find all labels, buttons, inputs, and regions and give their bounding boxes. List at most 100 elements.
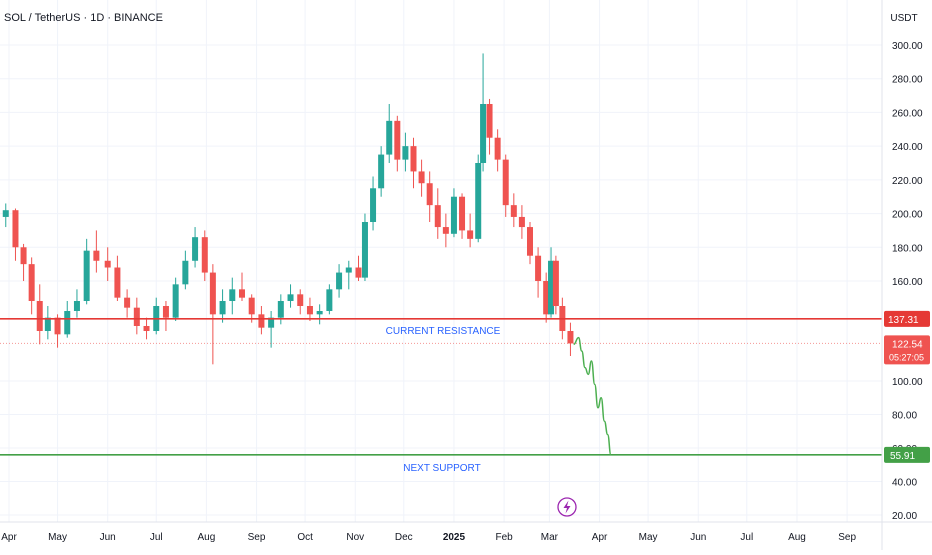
candle-body bbox=[535, 255, 542, 281]
price-tick-label: 200.00 bbox=[892, 210, 923, 221]
price-tick-label: 240.00 bbox=[892, 142, 923, 153]
candle-body bbox=[172, 284, 179, 318]
time-tick-label: Sep bbox=[248, 532, 266, 543]
candle-body bbox=[268, 317, 275, 328]
candle-body bbox=[114, 267, 121, 298]
candle-body bbox=[345, 267, 352, 273]
resistance-badge-label: 137.31 bbox=[888, 315, 919, 326]
time-axis[interactable]: Apr May Jun Jul Aug Sep Oct Nov Dec 2025 Feb Mar Apr… bbox=[0, 521, 932, 543]
candle-body bbox=[326, 289, 333, 311]
price-tick-label: 280.00 bbox=[892, 75, 923, 86]
candle-body bbox=[219, 301, 226, 315]
resistance-badge: 137.31 bbox=[884, 310, 930, 327]
time-tick-label: Aug bbox=[197, 532, 215, 543]
price-tick-label: 80.00 bbox=[892, 411, 917, 422]
candle-body bbox=[258, 314, 265, 328]
candle-body bbox=[386, 120, 393, 155]
candle-body bbox=[494, 137, 501, 160]
candle-body bbox=[518, 216, 525, 228]
time-tick-label: Jul bbox=[740, 532, 753, 543]
candle-body bbox=[442, 227, 449, 234]
candle-body bbox=[418, 171, 425, 184]
time-tick-label: Jun bbox=[690, 532, 706, 543]
time-tick-labels: Apr May Jun Jul Aug Sep Oct Nov Dec 2025 Feb Mar Apr… bbox=[1, 532, 856, 543]
price-tick-label: 300.00 bbox=[892, 41, 923, 52]
candle-body bbox=[54, 317, 61, 335]
time-tick-label: Feb bbox=[495, 532, 513, 543]
time-tick-label: Apr bbox=[1, 532, 17, 543]
candle-body bbox=[287, 294, 294, 301]
price-tick-label: 180.00 bbox=[892, 243, 923, 254]
candle-body bbox=[248, 297, 255, 315]
candle-body bbox=[502, 159, 509, 206]
currency-label: USDT bbox=[890, 13, 917, 24]
candle-body bbox=[394, 120, 401, 160]
time-tick-label: Dec bbox=[395, 532, 413, 543]
candle-body bbox=[486, 104, 493, 138]
candle-body bbox=[12, 210, 19, 248]
projection-path bbox=[573, 336, 612, 456]
candle-body bbox=[238, 289, 245, 298]
price-tick-label: 40.00 bbox=[892, 478, 917, 489]
candle-body bbox=[526, 227, 533, 256]
level-annotations: CURRENT RESISTANCE NEXT SUPPORT bbox=[386, 326, 501, 474]
current-price-badge-bg bbox=[884, 335, 930, 365]
support-badge: 55.91 bbox=[884, 446, 930, 463]
resistance-annotation: CURRENT RESISTANCE bbox=[386, 326, 501, 337]
candle-body bbox=[229, 289, 236, 301]
time-tick-label: Oct bbox=[297, 532, 313, 543]
lightning-icon-bolt bbox=[563, 500, 571, 514]
candle-body bbox=[316, 311, 323, 315]
candle-body bbox=[378, 154, 385, 189]
lightning-icon[interactable] bbox=[557, 497, 577, 517]
support-badge-bg bbox=[884, 446, 930, 463]
time-tick-label: May bbox=[639, 532, 658, 543]
time-tick-label: May bbox=[48, 532, 67, 543]
price-tick-label: 260.00 bbox=[892, 108, 923, 119]
price-axis[interactable]: USDT 300.00 280.00 260.00 240.00 220.00 200.0… bbox=[881, 0, 930, 550]
candle-body bbox=[361, 222, 368, 278]
candle-body bbox=[355, 267, 362, 278]
candle-body bbox=[480, 104, 487, 163]
time-tick-label: Sep bbox=[838, 532, 856, 543]
candle-body bbox=[73, 301, 80, 311]
candle-body bbox=[143, 326, 150, 331]
symbol-title[interactable]: SOL / TetherUS · 1D · BINANCE bbox=[4, 12, 163, 24]
candle-body bbox=[306, 306, 313, 315]
support-badge-label: 55.91 bbox=[890, 451, 915, 462]
candle-body bbox=[277, 301, 284, 318]
candlestick-series bbox=[2, 53, 574, 365]
candle-body bbox=[201, 237, 208, 273]
price-tick-label: 220.00 bbox=[892, 176, 923, 187]
candle-body bbox=[192, 237, 199, 261]
candle-body bbox=[459, 196, 466, 231]
candle-body bbox=[297, 294, 304, 306]
candle-body bbox=[336, 272, 343, 290]
price-tick-label: 20.00 bbox=[892, 511, 917, 522]
candle-body bbox=[36, 301, 43, 331]
candle-body bbox=[552, 260, 559, 306]
bar-countdown-label: 05:27:05 bbox=[889, 352, 924, 362]
candle-body bbox=[124, 297, 131, 308]
candle-body bbox=[83, 250, 90, 301]
projection-line bbox=[573, 336, 612, 456]
time-tick-label: Mar bbox=[541, 532, 559, 543]
candle-body bbox=[543, 281, 550, 315]
time-tick-label: 2025 bbox=[443, 532, 466, 543]
candle-body bbox=[450, 196, 457, 234]
support-annotation: NEXT SUPPORT bbox=[403, 463, 480, 474]
grid-lines bbox=[0, 0, 882, 522]
candle-body bbox=[370, 188, 377, 222]
candle-body bbox=[182, 260, 189, 285]
price-tick-label: 160.00 bbox=[892, 277, 923, 288]
candle-body bbox=[548, 260, 555, 315]
candle-body bbox=[28, 264, 35, 301]
time-tick-label: Aug bbox=[788, 532, 806, 543]
candle-body bbox=[434, 205, 441, 228]
candle-body bbox=[410, 146, 417, 172]
candle-body bbox=[467, 230, 474, 239]
time-tick-label: Apr bbox=[592, 532, 608, 543]
candle-body bbox=[426, 183, 433, 206]
